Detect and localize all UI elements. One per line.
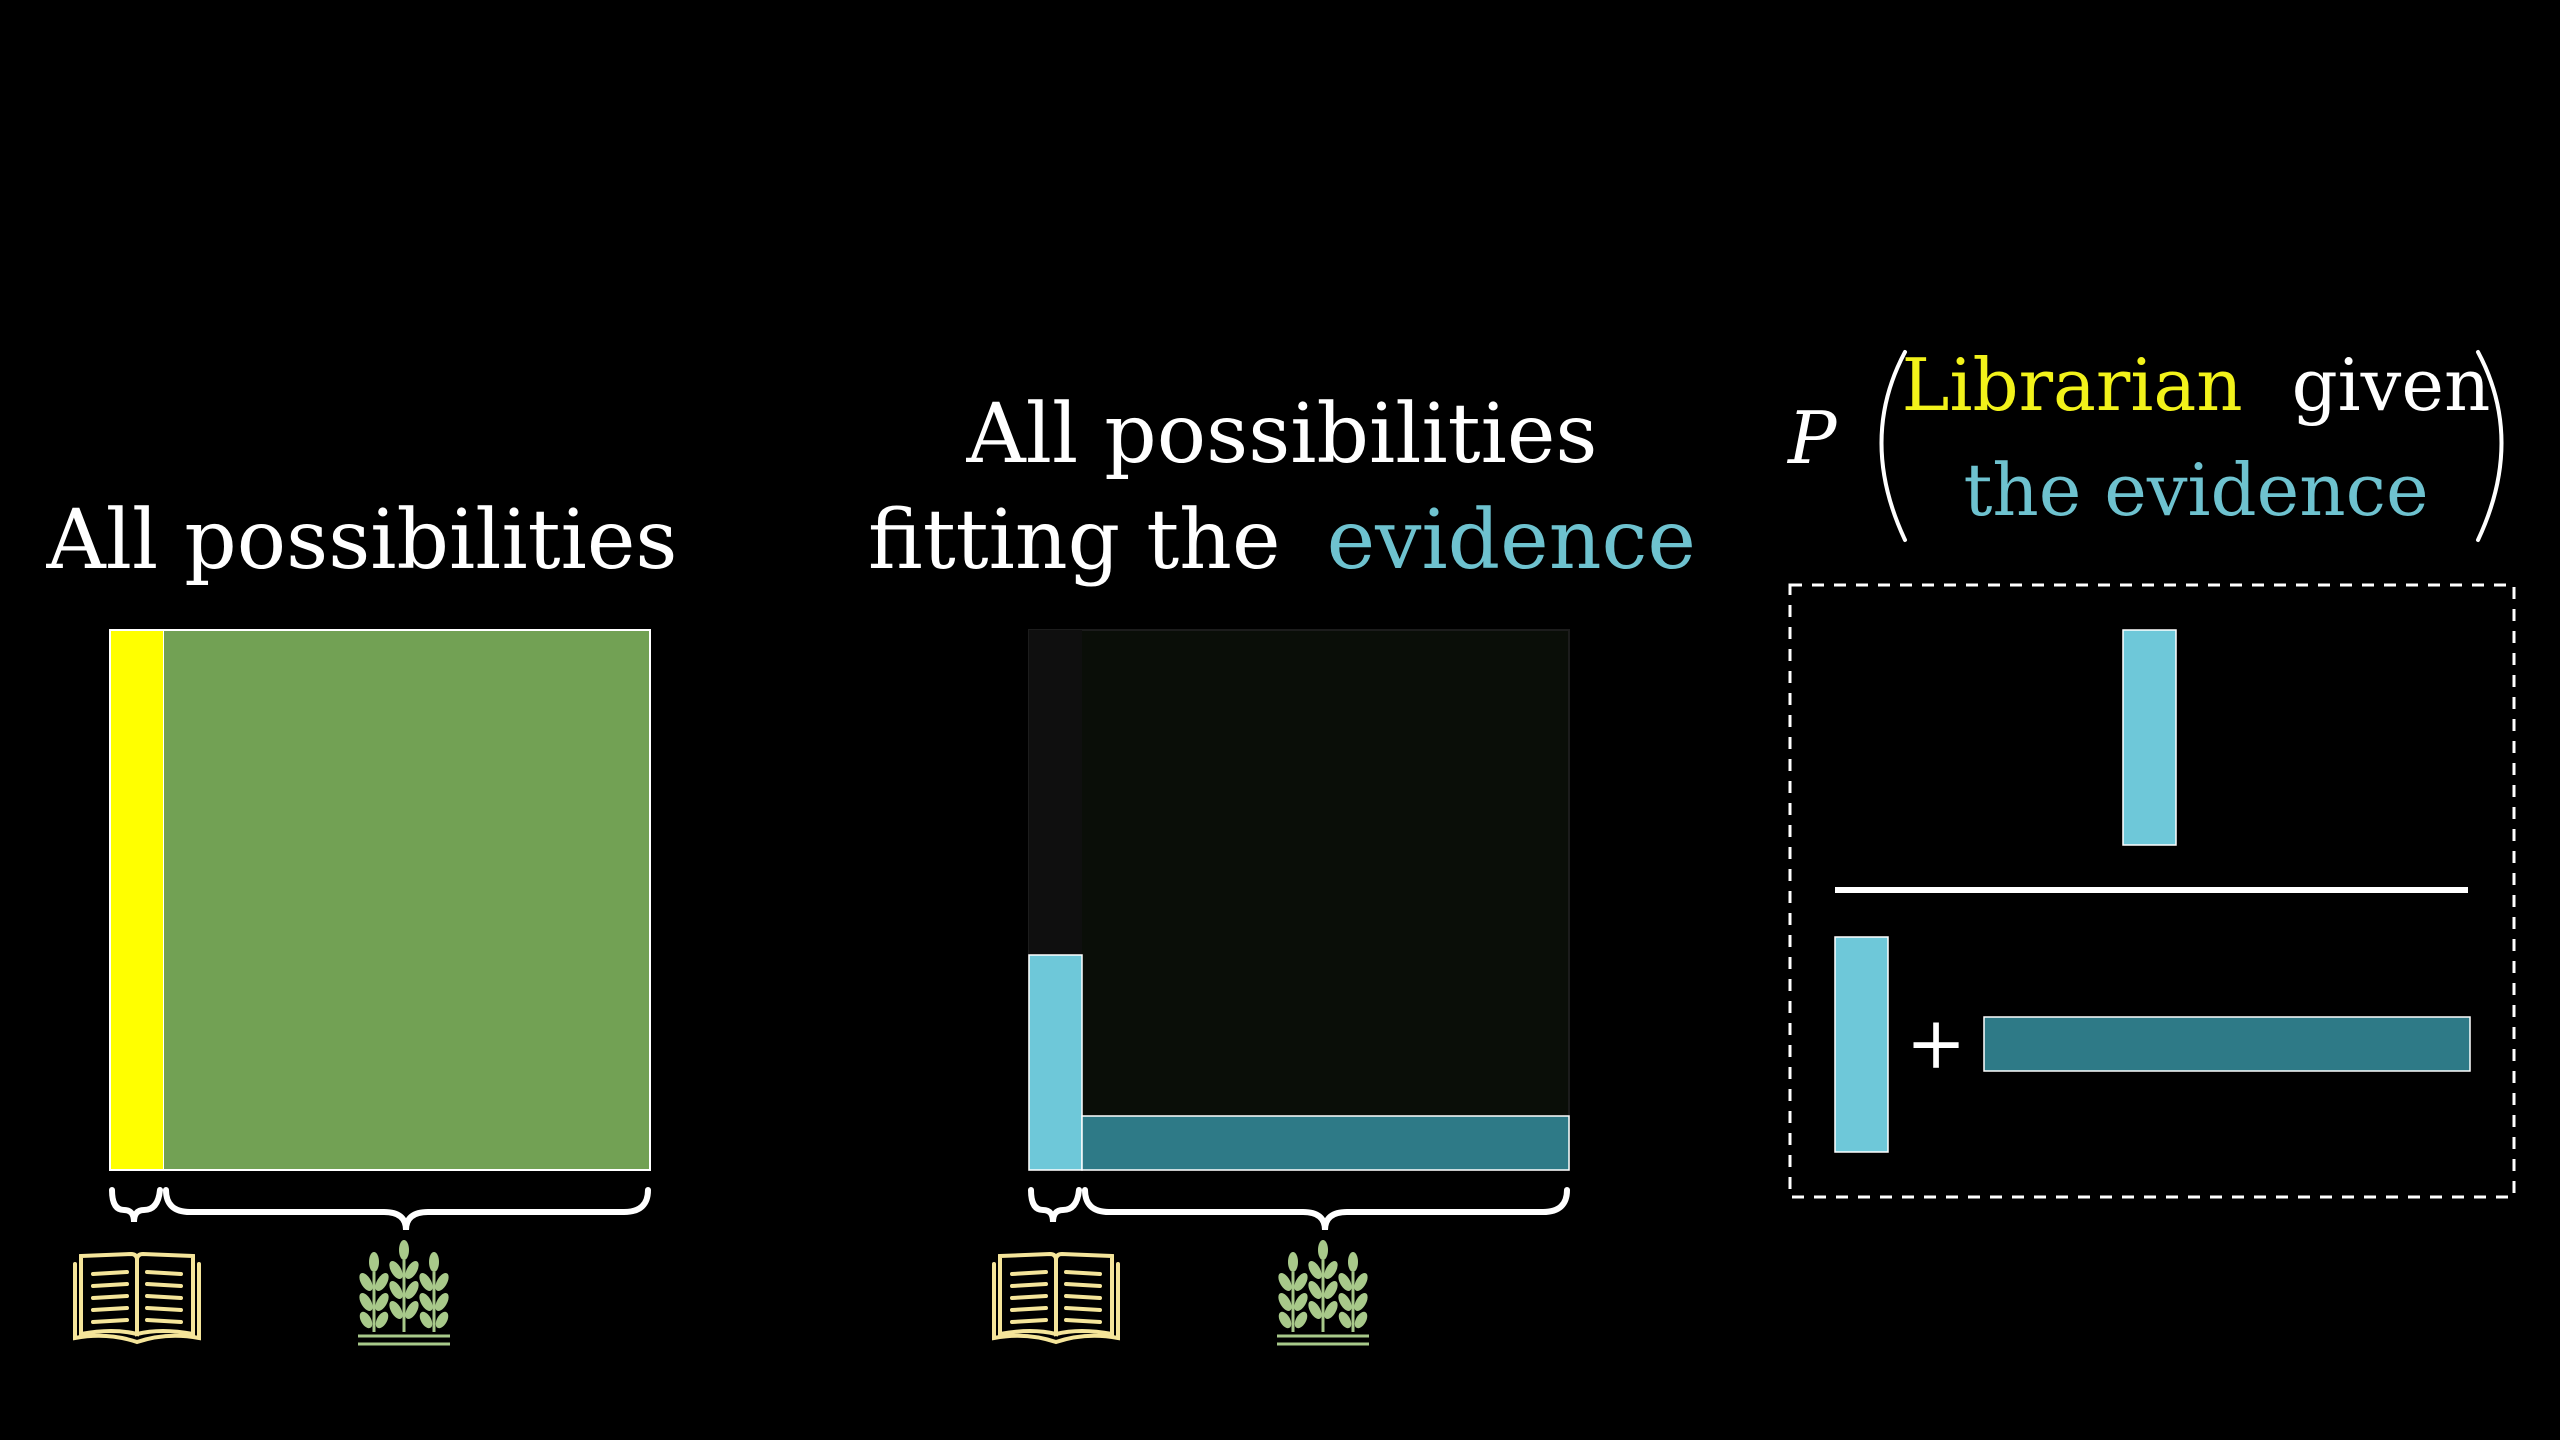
open-book-icon [73, 1251, 201, 1345]
denominator-farmer-bar [1983, 1016, 2471, 1072]
librarian-brace [1028, 1187, 1082, 1223]
given-word: given [2292, 343, 2491, 427]
middle-title-evidence: evidence [1327, 493, 1696, 588]
left-parenthesis [1879, 350, 1907, 542]
librarian-brace [109, 1187, 163, 1223]
wheat-icon [1277, 1240, 1369, 1346]
farmer-brace [163, 1187, 651, 1231]
wheat-icon [358, 1240, 450, 1346]
formula-line1: Librarian given [1902, 343, 2491, 427]
right-parenthesis [2476, 350, 2504, 542]
middle-title-prefix: fitting the [868, 493, 1280, 588]
librarians-fitting-evidence [1028, 954, 1083, 1171]
numerator-librarian-bar [2122, 629, 2177, 846]
square-outline [109, 629, 651, 1171]
denominator-librarian-bar [1834, 936, 1889, 1153]
farmers-fitting-evidence [1081, 1115, 1570, 1171]
open-book-icon [992, 1251, 1120, 1345]
all-possibilities-square [109, 629, 651, 1171]
librarian-word: Librarian [1902, 343, 2243, 427]
probability-symbol: P [1786, 396, 1838, 480]
farmer-brace [1082, 1187, 1570, 1231]
plus-sign: + [1906, 1001, 1966, 1085]
evidence-square [1028, 629, 1570, 1171]
middle-panel-title-line2: fitting the evidence [868, 493, 1696, 588]
middle-panel-title-line1: All possibilities [966, 387, 1598, 482]
the-evidence-text: the evidence [1963, 448, 2428, 532]
farmer-region [162, 629, 651, 1171]
left-panel-title: All possibilities [46, 493, 678, 588]
fraction-dashed-box [1788, 583, 2516, 1199]
librarian-region [110, 630, 163, 1170]
faded-farmer-region [1028, 629, 1570, 1171]
faded-librarian-region [1029, 630, 1082, 955]
